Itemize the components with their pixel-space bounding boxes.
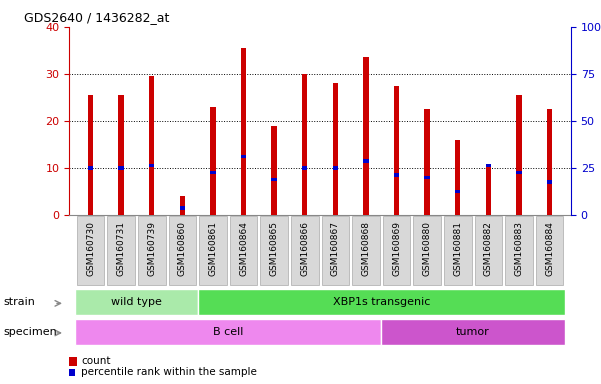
FancyBboxPatch shape	[108, 217, 135, 285]
Bar	[363, 159, 368, 162]
Bar	[332, 83, 338, 215]
Text: specimen: specimen	[3, 327, 56, 337]
Bar	[424, 109, 430, 215]
FancyBboxPatch shape	[352, 217, 380, 285]
Text: wild type: wild type	[111, 297, 162, 308]
FancyBboxPatch shape	[198, 290, 565, 315]
Text: GSM160884: GSM160884	[545, 221, 554, 276]
Bar	[455, 140, 460, 215]
Bar	[272, 126, 277, 215]
Text: GSM160861: GSM160861	[209, 221, 218, 276]
FancyBboxPatch shape	[75, 319, 381, 345]
Bar	[149, 76, 154, 215]
FancyBboxPatch shape	[505, 217, 532, 285]
Bar	[210, 171, 216, 174]
Bar	[516, 95, 522, 215]
Bar	[547, 180, 552, 184]
Bar	[394, 174, 399, 177]
Text: GSM160739: GSM160739	[147, 221, 156, 276]
Bar	[455, 190, 460, 193]
Bar	[302, 74, 308, 215]
FancyBboxPatch shape	[75, 290, 198, 315]
Text: GSM160881: GSM160881	[453, 221, 462, 276]
Bar	[424, 176, 430, 179]
Text: GSM160883: GSM160883	[514, 221, 523, 276]
Bar	[180, 196, 185, 215]
FancyBboxPatch shape	[77, 217, 105, 285]
Bar	[149, 164, 154, 167]
Text: GDS2640 / 1436282_at: GDS2640 / 1436282_at	[24, 11, 169, 24]
Bar	[210, 107, 216, 215]
FancyBboxPatch shape	[322, 217, 349, 285]
FancyBboxPatch shape	[383, 217, 410, 285]
Text: count: count	[81, 356, 111, 366]
Text: tumor: tumor	[456, 327, 490, 337]
FancyBboxPatch shape	[138, 217, 165, 285]
Text: GSM160867: GSM160867	[331, 221, 340, 276]
FancyBboxPatch shape	[475, 217, 502, 285]
Bar	[272, 178, 277, 181]
Bar	[332, 166, 338, 170]
FancyBboxPatch shape	[535, 217, 563, 285]
Bar	[394, 86, 399, 215]
Text: GSM160868: GSM160868	[361, 221, 370, 276]
Text: GSM160880: GSM160880	[423, 221, 432, 276]
FancyBboxPatch shape	[381, 319, 565, 345]
Text: percentile rank within the sample: percentile rank within the sample	[81, 367, 257, 377]
Bar	[486, 164, 491, 167]
Bar	[88, 95, 93, 215]
Bar	[363, 58, 368, 215]
Text: XBP1s transgenic: XBP1s transgenic	[332, 297, 430, 308]
Bar	[516, 171, 522, 174]
Bar	[118, 95, 124, 215]
Text: B cell: B cell	[213, 327, 243, 337]
Bar	[302, 166, 308, 170]
Bar	[241, 48, 246, 215]
FancyBboxPatch shape	[230, 217, 257, 285]
FancyBboxPatch shape	[291, 217, 319, 285]
Text: strain: strain	[3, 297, 35, 307]
Text: GSM160731: GSM160731	[117, 221, 126, 276]
Text: GSM160730: GSM160730	[86, 221, 95, 276]
FancyBboxPatch shape	[444, 217, 472, 285]
FancyBboxPatch shape	[413, 217, 441, 285]
Bar	[88, 166, 93, 170]
Text: GSM160860: GSM160860	[178, 221, 187, 276]
FancyBboxPatch shape	[260, 217, 288, 285]
Bar	[241, 155, 246, 158]
Bar	[180, 206, 185, 210]
Text: GSM160866: GSM160866	[300, 221, 310, 276]
FancyBboxPatch shape	[168, 217, 196, 285]
FancyBboxPatch shape	[199, 217, 227, 285]
Text: GSM160882: GSM160882	[484, 221, 493, 276]
Text: GSM160865: GSM160865	[270, 221, 279, 276]
Bar	[547, 109, 552, 215]
Text: GSM160869: GSM160869	[392, 221, 401, 276]
Bar	[118, 166, 124, 170]
Text: GSM160864: GSM160864	[239, 221, 248, 276]
Bar	[486, 166, 491, 215]
